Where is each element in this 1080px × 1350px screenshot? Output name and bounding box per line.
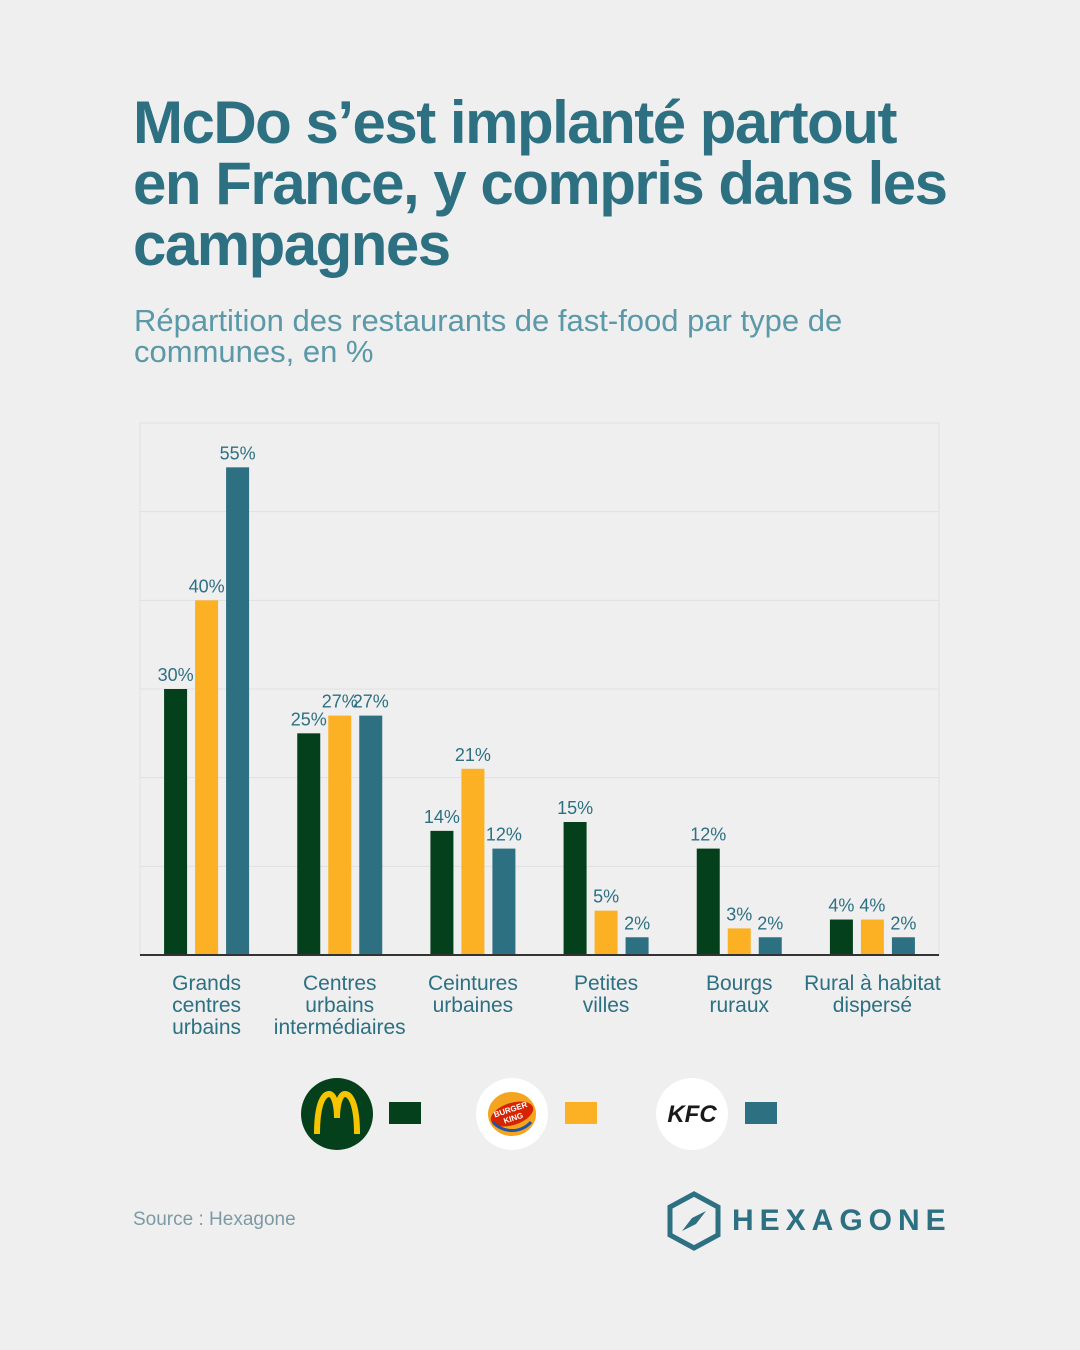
bar [860, 919, 884, 955]
bar-chart: 30%40%55%Grandscentresurbains25%27%27%Ce… [139, 422, 941, 1039]
bar [430, 830, 454, 955]
data-label: 30% [158, 665, 194, 685]
data-label: 40% [189, 576, 225, 596]
data-label: 2% [624, 913, 650, 933]
data-label: 14% [424, 807, 460, 827]
data-label: 21% [455, 745, 491, 765]
hexagone-brand: HEXAGONE [666, 1190, 952, 1252]
data-label: 25% [291, 709, 327, 729]
kfc-logo: KFC [656, 1078, 728, 1150]
category-label: Ceintures [428, 972, 518, 995]
category-label: Grands [172, 972, 241, 995]
bar [625, 937, 649, 955]
bar [563, 822, 587, 955]
category-label: urbains [172, 1016, 241, 1039]
svg-text:KFC: KFC [667, 1101, 717, 1128]
category-label: centres [172, 994, 241, 1017]
data-label: 4% [828, 896, 854, 916]
bar [164, 689, 188, 955]
category-label: Bourgs [706, 972, 773, 995]
data-label: 5% [593, 887, 619, 907]
bar [594, 910, 618, 955]
category-label: villes [583, 994, 630, 1017]
category-label: Petites [574, 972, 638, 995]
chart-subtitle: Répartition des restaurants de fast-food… [134, 303, 843, 369]
data-label: 15% [557, 798, 593, 818]
bar [891, 937, 915, 955]
legend-swatch-bk [565, 1102, 597, 1124]
legend-swatch-kfc [745, 1102, 777, 1124]
category-label: Centres [303, 972, 377, 995]
category-label: ruraux [709, 994, 769, 1017]
bar [461, 768, 485, 955]
category-label: urbaines [433, 994, 514, 1017]
bar [727, 928, 751, 955]
data-label: 12% [486, 825, 522, 845]
bar [829, 919, 853, 955]
bar [328, 715, 352, 955]
mcdonalds-logo [301, 1078, 373, 1150]
category-label: urbains [305, 994, 374, 1017]
bar [758, 937, 782, 955]
hexagone-compass-icon [667, 1191, 721, 1251]
data-label: 4% [859, 896, 885, 916]
bar [297, 733, 321, 955]
bar [359, 715, 383, 955]
data-label: 2% [757, 913, 783, 933]
chart-title: McDo s’est implanté partout en France, y… [133, 89, 948, 278]
bar [226, 467, 250, 955]
bar [696, 848, 720, 955]
data-label: 12% [690, 825, 726, 845]
legend-swatch-mcdo [389, 1102, 421, 1124]
data-label: 27% [322, 692, 358, 712]
category-label: dispersé [833, 994, 912, 1017]
category-label: intermédiaires [274, 1016, 406, 1039]
bar [195, 600, 219, 955]
brand-name: HEXAGONE [732, 1204, 952, 1237]
data-label: 55% [220, 443, 256, 463]
burger-king-logo: BURGER KING [476, 1078, 548, 1150]
bar [492, 848, 516, 955]
category-label: Rural à habitat [804, 972, 941, 995]
source-note: Source : Hexagone [133, 1209, 296, 1230]
data-label: 3% [726, 904, 752, 924]
data-label: 2% [890, 913, 916, 933]
data-label: 27% [353, 692, 389, 712]
